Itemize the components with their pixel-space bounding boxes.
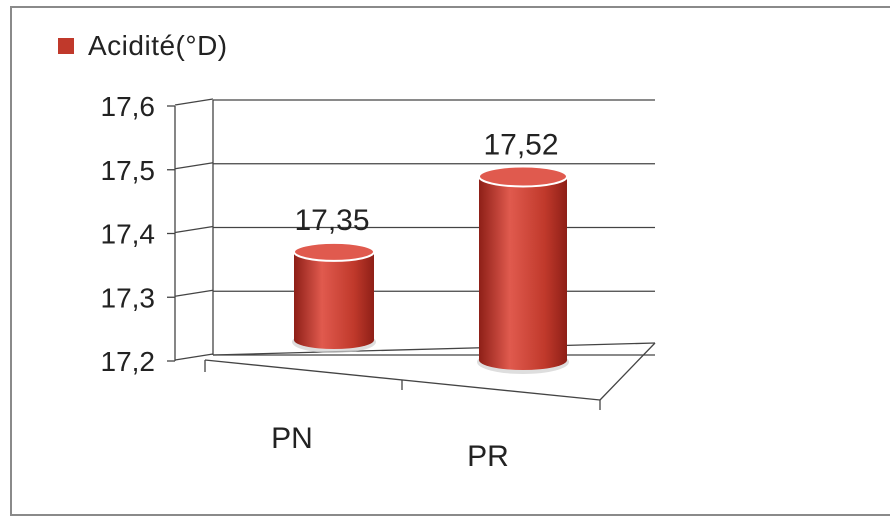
y-tick-label: 17,4 (101, 219, 156, 250)
legend-swatch (58, 38, 74, 54)
y-tick-label: 17,6 (101, 91, 156, 122)
legend: Acidité(°D) (58, 30, 228, 62)
bar-body (479, 176, 567, 370)
side-gridline (174, 98, 214, 106)
data-label: 17,35 (294, 204, 369, 237)
side-gridline (174, 289, 214, 297)
side-gridline (174, 225, 214, 234)
side-gridline (174, 353, 214, 361)
labels: 17,2 17,3 17,4 17,5 17,6 17,35 17,52 PN PR (101, 91, 559, 473)
data-label: 17,52 (483, 128, 558, 161)
bar-top (478, 165, 568, 188)
bar-pn (292, 241, 376, 353)
chart-frame (10, 6, 890, 516)
axes (167, 100, 656, 410)
category-label: PR (467, 440, 509, 473)
y-tick-label: 17,5 (101, 155, 156, 186)
bar-top (293, 241, 375, 262)
bar-pr (477, 165, 569, 374)
bars (292, 165, 569, 374)
legend-label: Acidité(°D) (88, 30, 228, 61)
bar-body (294, 251, 374, 349)
y-tick-label: 17,2 (101, 346, 156, 377)
category-label: PN (271, 422, 313, 455)
y-tick-label: 17,3 (101, 282, 156, 313)
gridlines (174, 98, 655, 361)
side-gridline (174, 162, 214, 170)
floor-back-edge (212, 342, 656, 356)
floor-right-edge (599, 342, 656, 401)
